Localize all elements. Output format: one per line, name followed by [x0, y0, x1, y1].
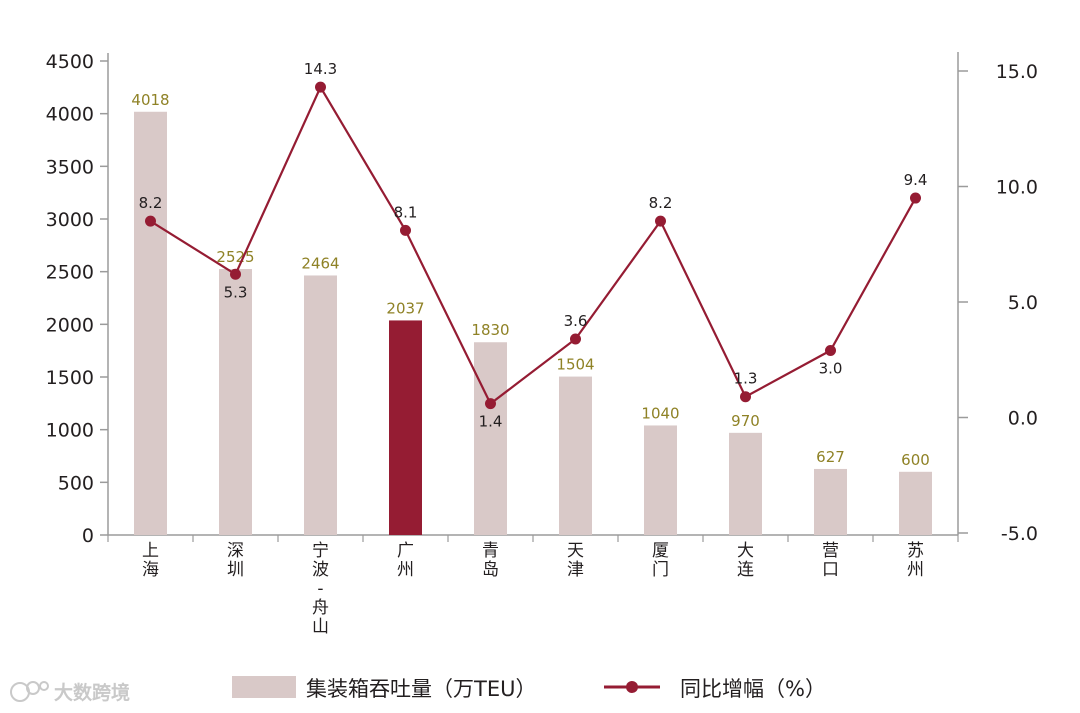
bar — [304, 275, 337, 535]
watermark-text: 大数跨境 — [54, 681, 130, 704]
bar-value-label: 2037 — [386, 299, 424, 317]
x-category-label: 连 — [737, 560, 754, 580]
legend: 集装箱吞吐量（万TEU） 同比增幅（%） — [232, 676, 826, 701]
bar — [899, 471, 932, 535]
growth-point — [740, 391, 751, 403]
right-tick-label: -5.0 — [1001, 523, 1038, 545]
growth-point — [315, 81, 326, 93]
x-category-label: 圳 — [227, 560, 244, 580]
line-series: 8.2 5.3 14.3 8.1 1.4 3.6 8.2 1.3 3.0 9.4 — [139, 60, 928, 430]
x-category-label: 深 — [227, 541, 244, 561]
growth-point-label: 5.3 — [224, 283, 248, 301]
legend-line-label: 同比增幅（%） — [680, 677, 826, 701]
x-category-label: 广 — [397, 541, 414, 561]
left-tick-label: 3500 — [46, 156, 94, 178]
growth-point-label: 8.2 — [139, 194, 163, 212]
x-category-label: 波 — [312, 560, 329, 580]
right-tick-label: 15.0 — [996, 61, 1038, 83]
x-category-label: 岛 — [482, 560, 499, 580]
left-tick-label: 1500 — [46, 367, 94, 389]
x-category-label: 津 — [567, 560, 584, 580]
growth-point — [400, 224, 411, 236]
left-tick-label: 2000 — [46, 314, 94, 336]
x-category-label: 苏 — [907, 541, 924, 561]
bar — [644, 425, 677, 535]
watermark: 大数跨境 — [10, 681, 130, 704]
x-category-label: - — [317, 579, 323, 599]
x-category-label: 州 — [397, 560, 414, 580]
bar-value-label: 4018 — [131, 91, 169, 109]
x-category-label: 厦 — [652, 541, 669, 561]
x-category-label: 门 — [652, 560, 669, 580]
bar — [729, 432, 762, 535]
growth-point-label: 8.2 — [649, 194, 673, 212]
left-tick-label: 1000 — [46, 420, 94, 442]
bar-value-label: 600 — [901, 451, 930, 469]
growth-point-label: 1.4 — [479, 413, 503, 431]
right-y-axis: -5.0 0.0 5.0 10.0 15.0 — [957, 52, 1038, 545]
growth-point-label: 3.0 — [819, 360, 843, 378]
growth-point-label: 3.6 — [564, 312, 588, 330]
x-category-label: 营 — [822, 541, 839, 561]
growth-point — [145, 215, 156, 227]
bar-value-label: 1504 — [556, 356, 594, 374]
bar-series — [134, 111, 932, 536]
x-category-label: 宁 — [312, 541, 329, 561]
right-tick-label: 10.0 — [996, 177, 1038, 199]
legend-line-marker — [626, 681, 638, 693]
bar-value-label: 2464 — [301, 254, 339, 272]
growth-point — [230, 268, 241, 280]
left-tick-label: 2500 — [46, 262, 94, 284]
left-tick-label: 500 — [58, 472, 94, 494]
bar — [814, 468, 847, 535]
growth-point-label: 1.3 — [734, 370, 758, 388]
growth-point — [655, 215, 666, 227]
x-category-label: 州 — [907, 560, 924, 580]
growth-point-label: 8.1 — [394, 203, 418, 221]
x-category-label: 上 — [142, 541, 159, 561]
growth-point — [485, 398, 496, 410]
watermark-logo-icon — [10, 681, 49, 702]
right-tick-label: 5.0 — [1008, 292, 1038, 314]
growth-line — [149, 84, 917, 406]
bar-value-label: 970 — [731, 412, 760, 430]
x-category-label: 舟 — [312, 598, 329, 618]
right-tick-label: 0.0 — [1008, 408, 1038, 430]
growth-point — [570, 333, 581, 345]
x-category-label: 海 — [142, 560, 159, 580]
x-category-label: 山 — [312, 617, 329, 637]
left-tick-label: 3000 — [46, 209, 94, 231]
bar — [559, 376, 592, 535]
x-category-label: 天 — [567, 541, 584, 561]
growth-point-label: 9.4 — [904, 171, 928, 189]
bar-value-label: 1040 — [641, 404, 679, 422]
bar-value-label: 2525 — [216, 248, 254, 266]
bar-value-label: 627 — [816, 448, 845, 466]
left-tick-label: 0 — [82, 525, 94, 547]
bar — [474, 342, 507, 535]
bar — [134, 111, 167, 536]
x-category-label: 口 — [822, 560, 839, 580]
bar — [389, 320, 422, 535]
x-category-label: 大 — [737, 541, 754, 561]
growth-point-label: 14.3 — [304, 60, 337, 78]
growth-point — [825, 345, 836, 357]
x-category-label: 青 — [482, 541, 499, 561]
legend-bar-label: 集装箱吞吐量（万TEU） — [306, 677, 536, 701]
bar-value-label: 1830 — [471, 321, 509, 339]
growth-point — [910, 192, 921, 204]
bar — [219, 269, 252, 535]
left-tick-label: 4500 — [46, 51, 94, 73]
left-tick-label: 4000 — [46, 104, 94, 126]
legend-bar-swatch — [232, 676, 296, 698]
bar-value-labels: 4018 2525 2464 2037 1830 1504 1040 970 627 600 — [131, 91, 929, 469]
